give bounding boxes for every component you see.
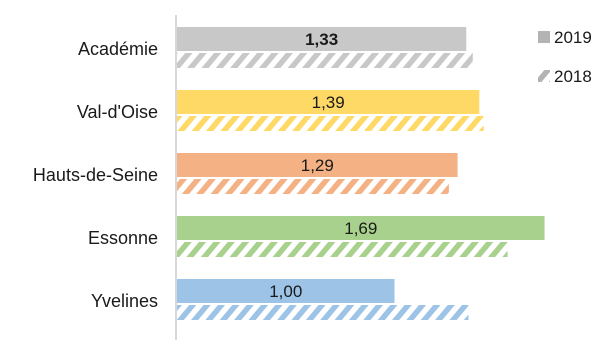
category-label-3: Essonne	[88, 228, 158, 248]
data-label-1: 1,39	[312, 93, 345, 112]
legend-label-2019: 2019	[554, 28, 592, 47]
bar-2019-3	[177, 216, 545, 240]
legend-label-2018: 2018	[554, 67, 592, 86]
bar-2019-0	[177, 27, 467, 51]
bar-2018-0	[177, 53, 473, 68]
data-label-4: 1,00	[269, 282, 302, 301]
category-label-4: Yvelines	[91, 291, 158, 311]
bar-2018-4	[177, 305, 469, 320]
bar-2018-2	[177, 179, 449, 194]
bar-2019-2	[177, 153, 458, 177]
data-labels: 1,33 1,39 1,29 1,69 1,00	[269, 30, 377, 301]
bar-2018-1	[177, 116, 484, 131]
legend-swatch-2018	[538, 70, 550, 82]
legend-swatch-2019	[538, 31, 550, 43]
category-labels: Académie Val-d'Oise Hauts-de-Seine Essonne Y…	[33, 39, 158, 311]
legend: 2019 2018	[538, 28, 592, 86]
category-label-1: Val-d'Oise	[77, 102, 158, 122]
data-label-0: 1,33	[305, 30, 338, 49]
bar-2018-3	[177, 242, 508, 257]
bars-group	[177, 27, 545, 320]
bar-2019-4	[177, 279, 395, 303]
data-label-2: 1,29	[301, 156, 334, 175]
category-label-2: Hauts-de-Seine	[33, 165, 158, 185]
data-label-3: 1,69	[344, 219, 377, 238]
bar-2019-1	[177, 90, 480, 114]
category-label-0: Académie	[78, 39, 158, 59]
